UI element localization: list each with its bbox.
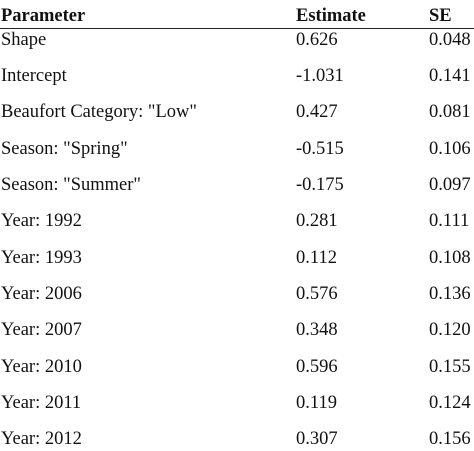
row-se: 0.124 xyxy=(429,393,471,413)
table-row: Beaufort Category: "Low" 0.427 0.081 xyxy=(0,100,474,136)
table-row: Year: 2011 0.119 0.124 xyxy=(0,391,474,427)
table-row: Year: 2006 0.576 0.136 xyxy=(0,282,474,318)
row-estimate: -1.031 xyxy=(296,66,344,86)
table-row: Season: "Summer" -0.175 0.097 xyxy=(0,173,474,209)
row-se: 0.136 xyxy=(429,284,471,304)
row-parameter: Year: 1993 xyxy=(1,248,82,268)
row-estimate: -0.515 xyxy=(296,139,344,159)
table-row: Season: "Spring" -0.515 0.106 xyxy=(0,137,474,173)
row-se: 0.048 xyxy=(429,30,471,50)
row-se: 0.108 xyxy=(429,248,471,268)
row-se: 0.106 xyxy=(429,139,471,159)
row-se: 0.155 xyxy=(429,357,471,377)
header-rule xyxy=(0,28,474,29)
row-parameter: Shape xyxy=(1,30,47,50)
row-estimate: 0.576 xyxy=(296,284,338,304)
row-parameter: Year: 2011 xyxy=(1,393,82,413)
row-parameter: Year: 2012 xyxy=(1,429,82,449)
row-se: 0.111 xyxy=(429,211,470,231)
header-se: SE xyxy=(429,6,452,26)
table-header-row: Parameter Estimate SE xyxy=(0,4,474,40)
table-row: Intercept -1.031 0.141 xyxy=(0,64,474,100)
row-estimate: -0.175 xyxy=(296,175,344,195)
row-se: 0.097 xyxy=(429,175,471,195)
row-se: 0.141 xyxy=(429,66,471,86)
row-estimate: 0.281 xyxy=(296,211,338,231)
table-row: Year: 1992 0.281 0.111 xyxy=(0,209,474,245)
row-estimate: 0.596 xyxy=(296,357,338,377)
row-parameter: Season: "Summer" xyxy=(1,175,141,195)
row-estimate: 0.307 xyxy=(296,429,338,449)
row-parameter: Intercept xyxy=(1,66,67,86)
header-parameter: Parameter xyxy=(1,6,86,26)
row-estimate: 0.348 xyxy=(296,320,338,340)
row-estimate: 0.112 xyxy=(296,248,337,268)
row-estimate: 0.119 xyxy=(296,393,337,413)
table-row: Year: 2007 0.348 0.120 xyxy=(0,318,474,354)
row-parameter: Year: 2010 xyxy=(1,357,82,377)
row-parameter: Year: 2006 xyxy=(1,284,82,304)
row-se: 0.120 xyxy=(429,320,471,340)
row-estimate: 0.626 xyxy=(296,30,338,50)
row-parameter: Beaufort Category: "Low" xyxy=(1,102,197,122)
row-estimate: 0.427 xyxy=(296,102,338,122)
row-parameter: Season: "Spring" xyxy=(1,139,128,159)
header-estimate: Estimate xyxy=(296,6,366,26)
table-row: Year: 2012 0.307 0.156 xyxy=(0,427,474,451)
row-parameter: Year: 2007 xyxy=(1,320,82,340)
row-se: 0.081 xyxy=(429,102,471,122)
table-row: Year: 2010 0.596 0.155 xyxy=(0,355,474,391)
table-row: Shape 0.626 0.048 xyxy=(0,28,474,64)
table-row: Year: 1993 0.112 0.108 xyxy=(0,246,474,282)
row-parameter: Year: 1992 xyxy=(1,211,82,231)
row-se: 0.156 xyxy=(429,429,471,449)
